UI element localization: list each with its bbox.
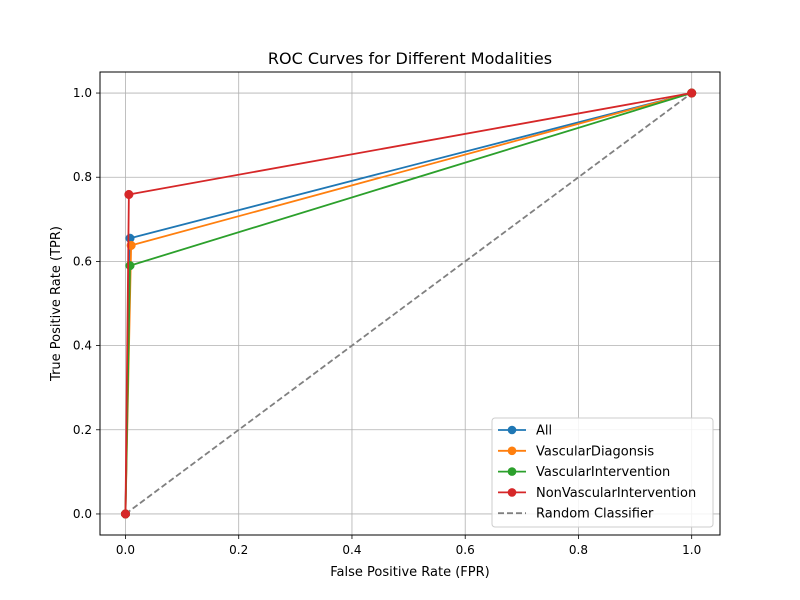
- legend-marker-vasculardiagonsis: [507, 446, 517, 456]
- plot-frame: [99, 71, 721, 536]
- legend-label-vascularintervention: VascularIntervention: [536, 465, 670, 480]
- y-tick-label: 0.8: [73, 170, 92, 184]
- y-tick-label: 0.0: [73, 507, 92, 521]
- x-tick-label: 0.4: [342, 543, 361, 557]
- legend-item-random-classifier: Random Classifier: [498, 507, 654, 522]
- legend-label-random-classifier: Random Classifier: [536, 507, 654, 522]
- series-random-classifier: [124, 92, 693, 515]
- data-point-vascularintervention: [125, 261, 135, 271]
- data-point-nonvascularintervention: [120, 509, 131, 519]
- y-tick-label: 1.0: [73, 86, 92, 100]
- legend-marker-vascularintervention: [507, 467, 517, 476]
- series-nonvascularintervention: [120, 88, 697, 519]
- series-layer: [120, 88, 697, 519]
- data-point-nonvascularintervention: [687, 88, 697, 98]
- legend-marker-all: [507, 425, 517, 435]
- x-tick-label: 0.2: [229, 543, 248, 557]
- chart-title: ROC Curves for Different Modalities: [268, 49, 552, 68]
- legend-item-vasculardiagonsis: VascularDiagonsis: [498, 444, 654, 459]
- x-tick-label: 0.8: [569, 543, 588, 557]
- y-tick-label: 0.2: [73, 423, 92, 437]
- y-tick-label: 0.4: [73, 339, 92, 353]
- x-tick-label: 1.0: [682, 543, 701, 557]
- data-point-nonvascularintervention: [124, 189, 134, 200]
- legend-frame: [491, 417, 714, 528]
- legend-marker-nonvascularintervention: [507, 488, 517, 497]
- legend-label-all: All: [536, 424, 552, 439]
- legend-item-all: All: [498, 424, 552, 439]
- legend-label-nonvascularintervention: NonVascularIntervention: [536, 486, 696, 501]
- x-tick-label: 0.0: [116, 543, 135, 557]
- x-axis-label: False Positive Rate (FPR): [330, 565, 489, 580]
- legend-label-vasculardiagonsis: VascularDiagonsis: [536, 444, 654, 459]
- y-tick-label: 0.6: [73, 254, 92, 268]
- legend-item-vascularintervention: VascularIntervention: [498, 465, 670, 480]
- x-tick-label: 0.6: [456, 543, 475, 557]
- legend: All VascularDiagonsis VascularIntervention…: [491, 417, 714, 528]
- legend-item-nonvascularintervention: NonVascularIntervention: [498, 486, 696, 501]
- ticks: 0.0 0.2 0.4 0.6 0.8 1.0 0.0 0.2 0.4 0.6 0.8 1.0: [73, 86, 701, 557]
- y-axis-label: True Positive Rate (TPR): [49, 226, 64, 382]
- series-line-random-classifier: [124, 92, 693, 515]
